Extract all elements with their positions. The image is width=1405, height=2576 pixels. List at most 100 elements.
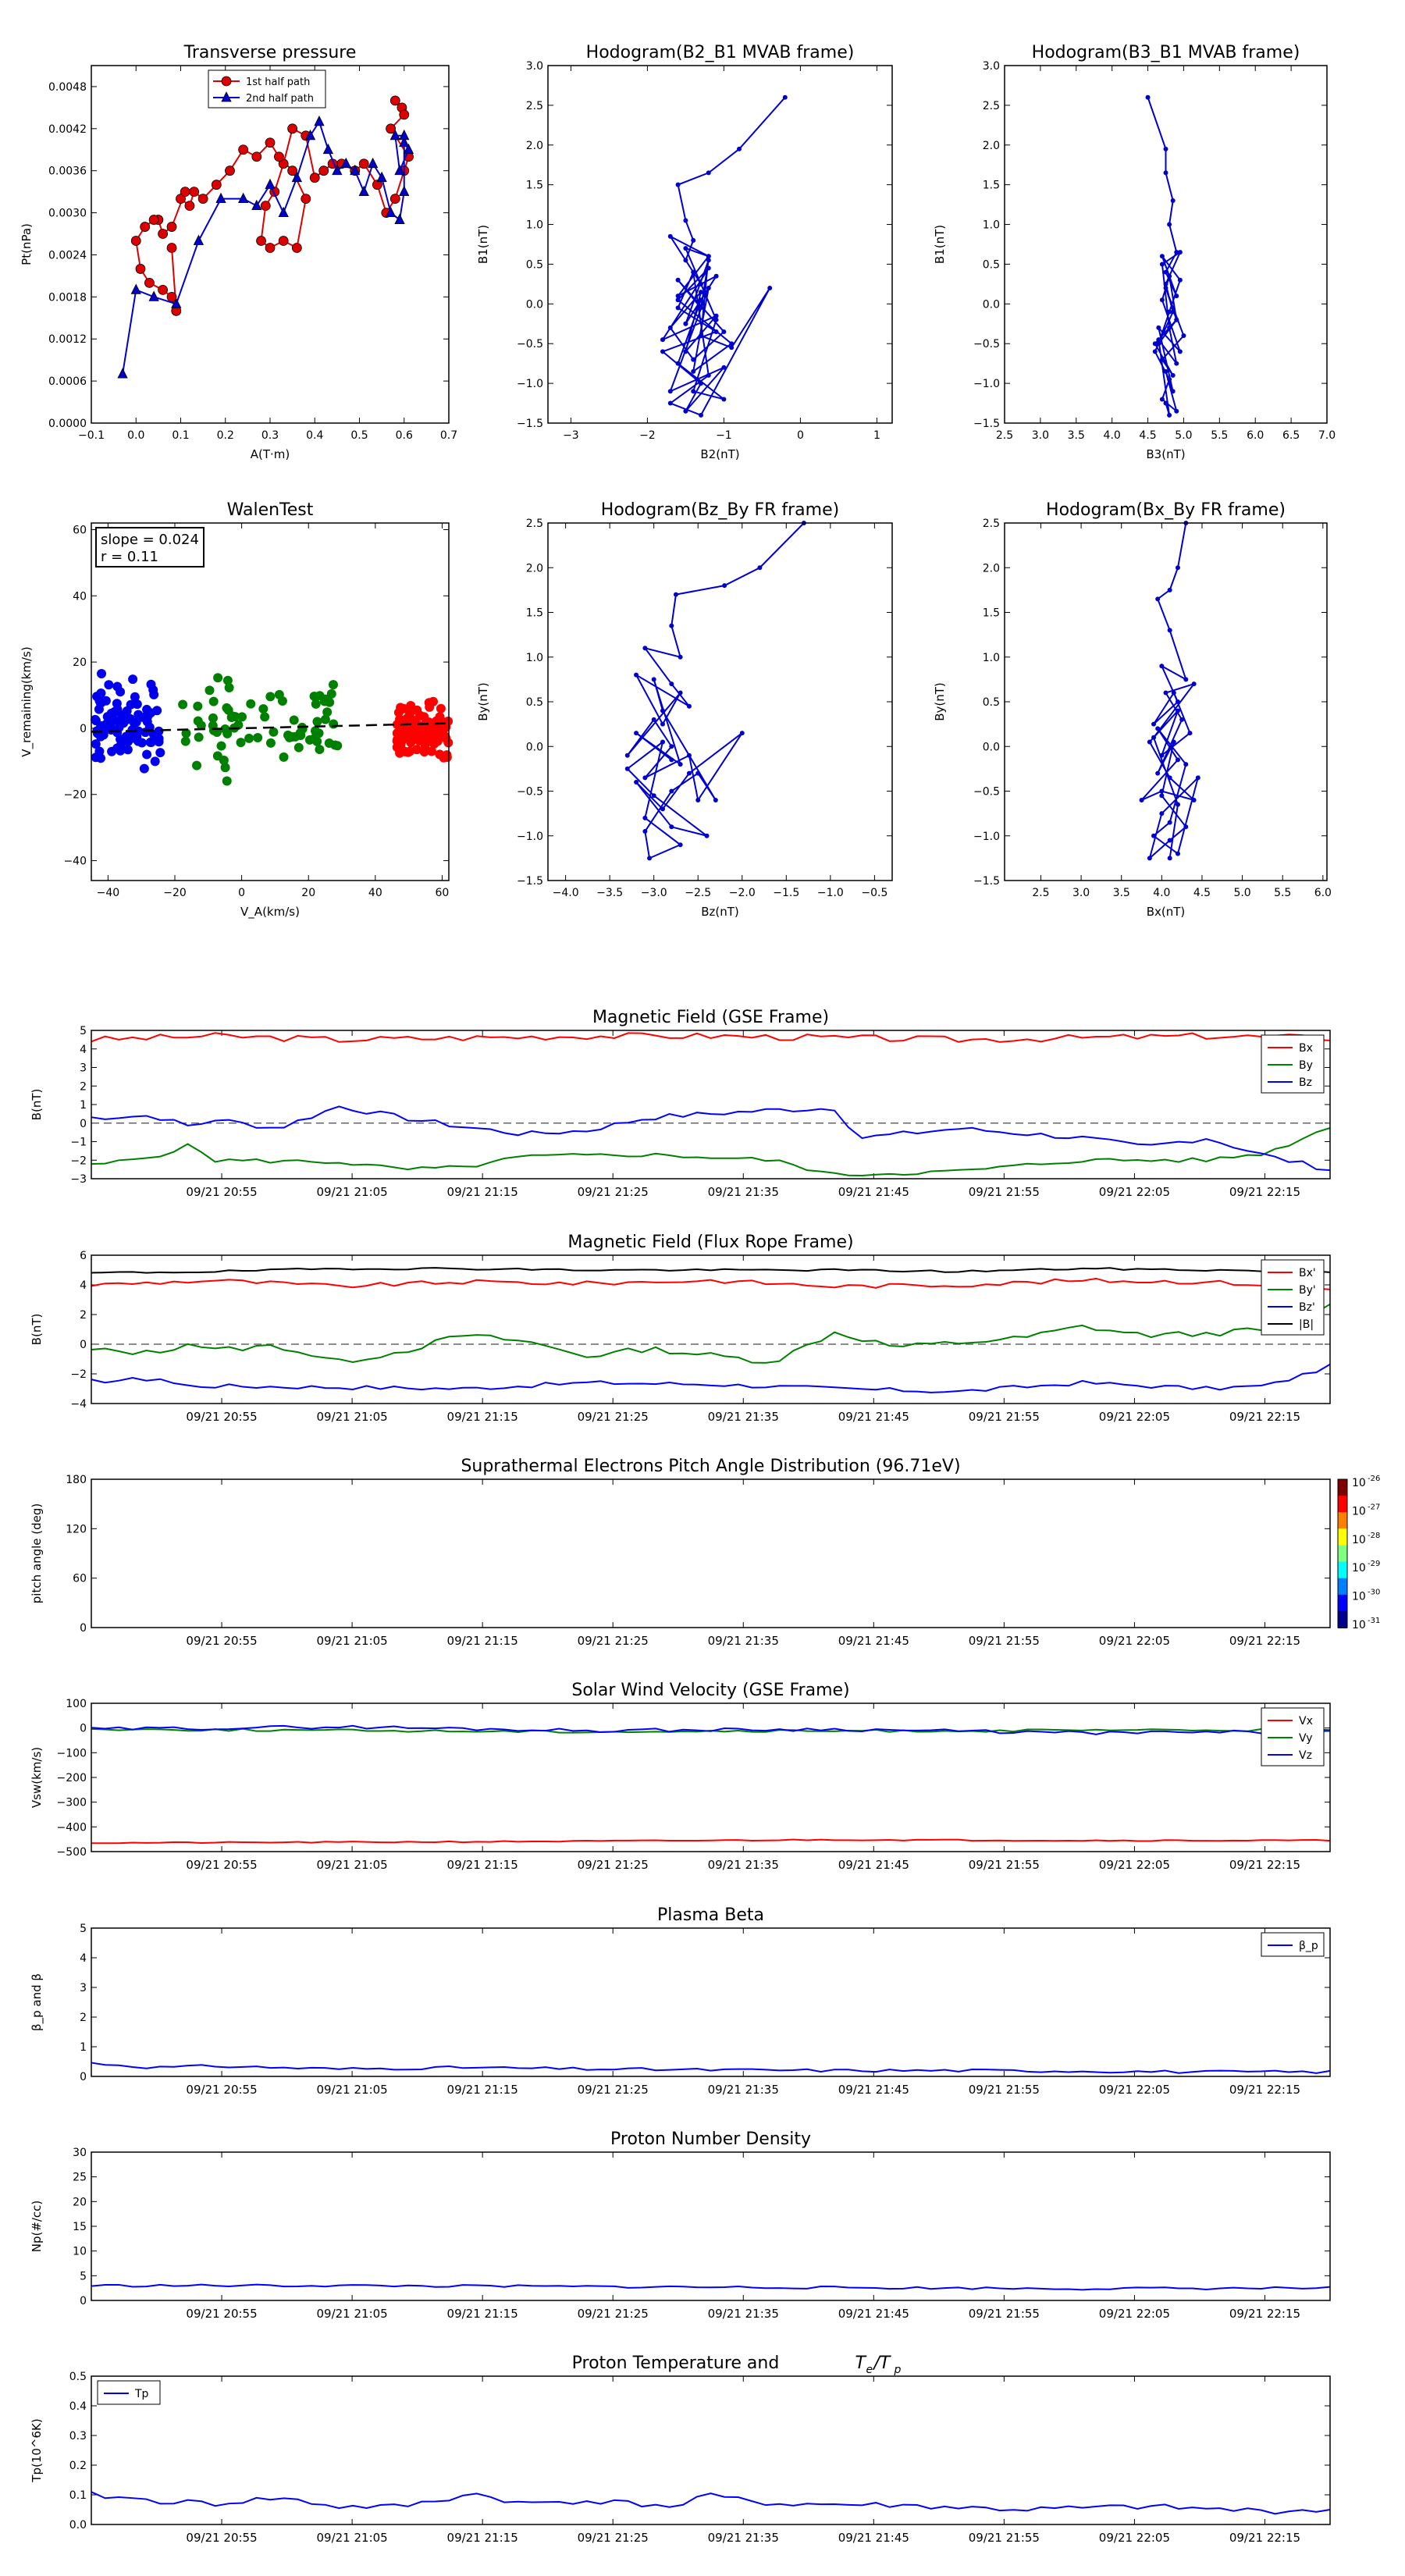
data-point — [399, 129, 410, 141]
x-tick-label: 09/21 21:45 — [838, 2307, 909, 2321]
x-tick-label: 09/21 21:15 — [447, 1858, 518, 1872]
data-point — [1195, 775, 1200, 781]
x-tick-label: 09/21 22:05 — [1099, 1185, 1170, 1199]
y-tick-label: −300 — [57, 1797, 87, 1809]
data-point — [180, 187, 190, 197]
data-point — [429, 738, 439, 748]
legend-label: |B| — [1299, 1318, 1314, 1331]
legend-marker — [221, 91, 232, 102]
data-point — [148, 215, 159, 225]
data-point — [399, 703, 409, 713]
data-point — [350, 164, 361, 176]
data-point — [683, 408, 688, 414]
colorbar-label: 10 — [1352, 1591, 1366, 1603]
series-line — [91, 1363, 1331, 1393]
data-point — [1177, 277, 1183, 283]
y-tick-label: 1 — [80, 2041, 87, 2054]
data-point — [274, 689, 284, 699]
series-line — [91, 1032, 1331, 1043]
data-point — [739, 731, 745, 736]
data-point — [706, 258, 711, 263]
data-point — [1159, 793, 1165, 799]
data-point — [315, 745, 325, 755]
x-tick-label: 09/21 21:25 — [578, 2531, 649, 2545]
data-point — [642, 775, 648, 781]
y-tick-label: 2.5 — [526, 100, 543, 112]
x-tick-label: 09/21 21:25 — [578, 1185, 649, 1199]
data-point — [1163, 400, 1168, 406]
data-point — [314, 728, 324, 738]
data-point — [225, 165, 235, 176]
data-point — [721, 329, 727, 334]
colorbar-exponent: -29 — [1368, 1560, 1380, 1568]
data-point — [435, 749, 445, 760]
data-point — [358, 158, 369, 169]
x-tick-label: 20 — [301, 887, 315, 899]
data-point — [91, 716, 101, 726]
data-point — [713, 317, 719, 322]
data-point — [1177, 349, 1183, 354]
x-tick-label: 09/21 21:45 — [838, 1858, 909, 1872]
data-point — [1174, 317, 1179, 322]
data-point — [691, 357, 696, 362]
data-point — [642, 829, 648, 834]
x-tick-label: 0.0 — [127, 429, 144, 442]
data-point — [1159, 262, 1165, 267]
y-axis-label: By(nT) — [476, 682, 490, 721]
y-tick-label: 5 — [80, 2270, 87, 2282]
data-point — [144, 277, 155, 288]
data-point — [411, 745, 422, 755]
series-line — [91, 1838, 1331, 1845]
legend-label: Bx' — [1299, 1267, 1316, 1279]
data-point — [176, 194, 186, 205]
y-tick-label: −40 — [63, 856, 87, 868]
data-point — [312, 736, 322, 746]
data-point — [309, 691, 319, 701]
x-tick-label: 09/21 21:35 — [708, 2083, 779, 2097]
data-point — [1183, 762, 1189, 767]
data-point — [91, 739, 101, 749]
data-point — [132, 699, 142, 710]
x-tick-label: 09/21 22:05 — [1099, 2531, 1170, 2545]
data-point — [258, 704, 269, 714]
y-tick-label: 2.0 — [526, 140, 543, 152]
x-tick-label: 09/21 21:25 — [578, 1858, 649, 1872]
data-point — [642, 646, 648, 651]
data-point — [1159, 788, 1165, 794]
series-line — [91, 1724, 1331, 1735]
y-axis-label: By(nT) — [933, 682, 947, 721]
data-point — [634, 731, 639, 736]
data-point — [107, 746, 117, 756]
data-point — [340, 157, 351, 169]
x-tick-label: 5.0 — [1233, 887, 1250, 899]
annotation-text: r = 0.11 — [101, 549, 158, 565]
y-tick-label: 0 — [80, 2071, 87, 2083]
data-point — [389, 95, 400, 106]
x-tick-label: 2.5 — [996, 429, 1013, 442]
x-tick-label: 09/21 21:35 — [708, 1410, 779, 1424]
data-point — [400, 727, 411, 737]
data-point — [1156, 341, 1161, 347]
y-tick-label: 0 — [80, 2295, 87, 2307]
data-point — [675, 297, 681, 303]
chart-hodogram-bx-by: Hodogram(Bx_By FR frame) Bx(nT) By(nT) 2.5 3… — [933, 500, 1332, 919]
data-point — [691, 389, 696, 394]
y-tick-label: 3.0 — [983, 60, 1000, 73]
data-point — [1170, 389, 1176, 394]
data-point — [128, 674, 138, 685]
data-point — [1175, 851, 1180, 856]
data-point — [729, 341, 735, 347]
data-point — [329, 719, 339, 729]
data-point — [675, 277, 681, 283]
series-line — [91, 1127, 1331, 1177]
data-point — [1175, 708, 1180, 713]
data-point — [713, 313, 719, 318]
data-point — [1163, 368, 1168, 374]
data-point — [301, 194, 311, 205]
data-point — [1171, 739, 1176, 745]
data-point — [213, 673, 223, 683]
x-tick-label: 09/21 20:55 — [186, 1185, 257, 1199]
data-point — [291, 243, 302, 253]
x-tick-label: 09/21 21:35 — [708, 1634, 779, 1648]
data-point — [1174, 250, 1179, 255]
